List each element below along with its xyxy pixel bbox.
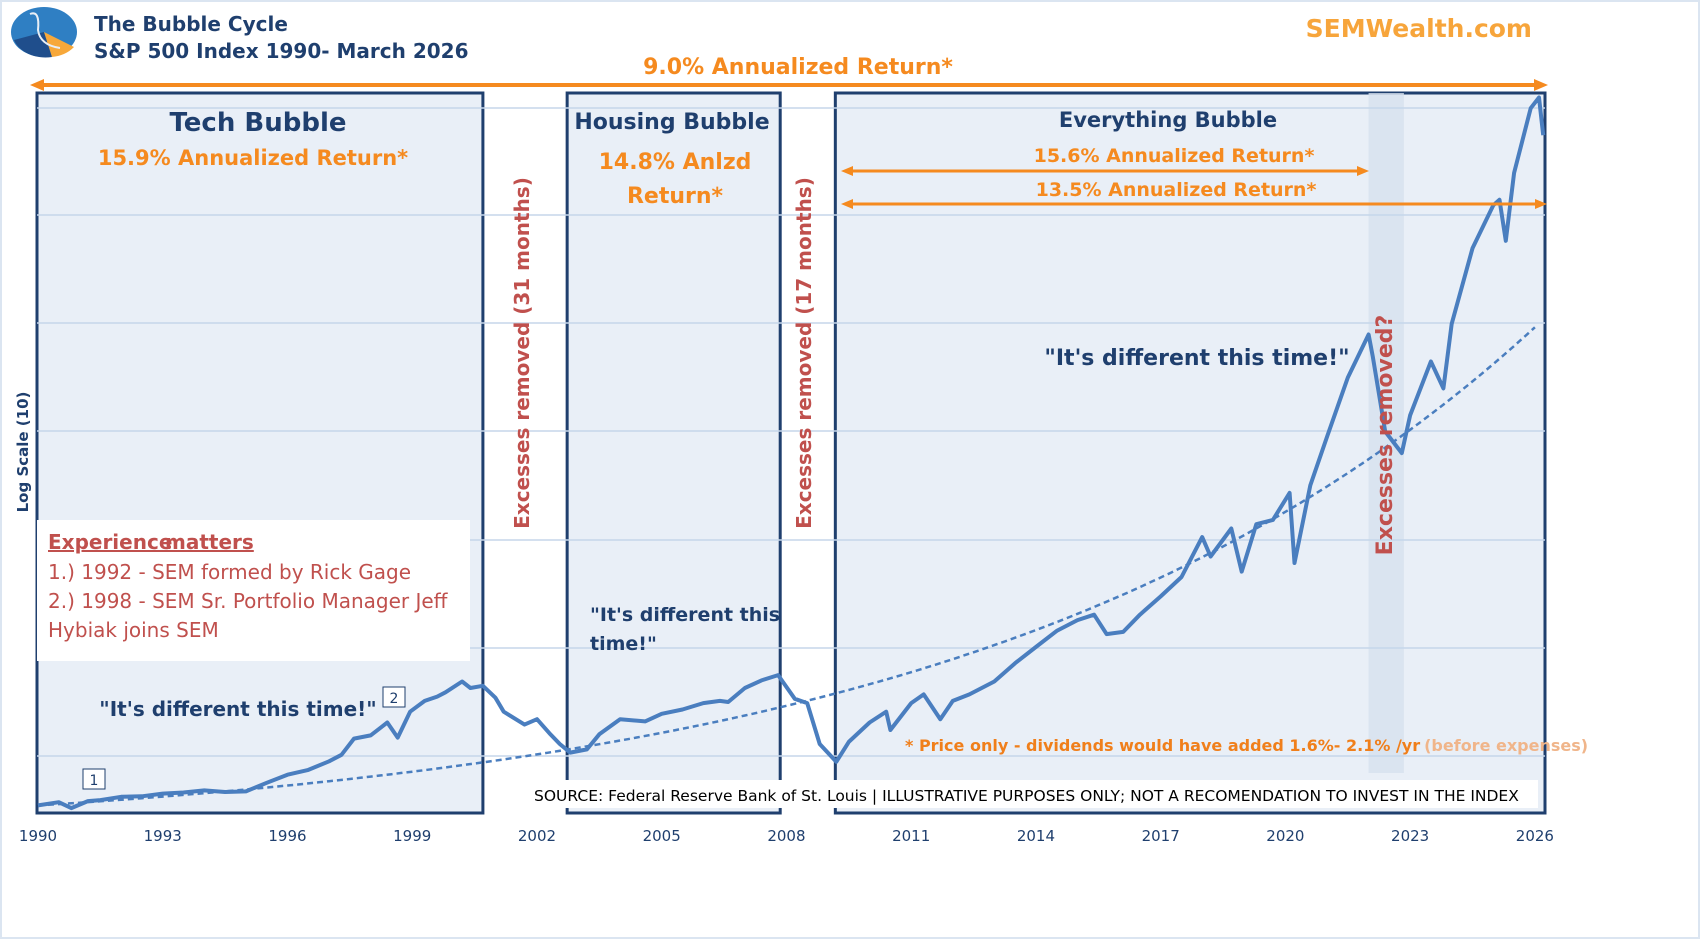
sp500-line (37, 95, 1546, 811)
everything-return-b-arrow (841, 199, 1547, 209)
excess-removed-question-label: Excesses removed? (1373, 315, 1398, 556)
source-text: SOURCE: Federal Reserve Bank of St. Loui… (534, 787, 1519, 805)
housing-bubble-title: Housing Bubble (574, 110, 769, 135)
x-tick-label: 1999 (393, 827, 431, 845)
everything-return-b: 13.5% Annualized Return* (1036, 179, 1317, 201)
x-tick-label: 2017 (1142, 827, 1180, 845)
x-tick-label: 2023 (1391, 827, 1429, 845)
x-tick-label: 2020 (1266, 827, 1304, 845)
housing-return-line1: 14.8% Anlzd (599, 150, 752, 175)
chart-title: The Bubble Cycle (94, 12, 288, 36)
marker-2: 2 (390, 691, 399, 707)
x-tick-label: 2011 (892, 827, 930, 845)
footnote-a: * Price only - dividends would have adde… (905, 736, 1420, 755)
x-tick-label: 1993 (144, 827, 182, 845)
experience-item-2b: Hybiak joins SEM (48, 618, 219, 642)
source-box (530, 780, 1538, 808)
marker-2-box (382, 686, 406, 708)
x-tick-label: 2002 (518, 827, 556, 845)
footnote-b: (before expenses) (1424, 736, 1588, 755)
marker-1-box (82, 768, 106, 790)
housing-return-line2: Return* (627, 184, 724, 209)
brand-link[interactable]: SEMWealth.com (1306, 14, 1532, 43)
housing-quote-line2: time!" (590, 633, 657, 655)
experience-item-1: 1.) 1992 - SEM formed by Rick Gage (48, 560, 411, 584)
x-tick-label: 1996 (268, 827, 306, 845)
sem-logo-icon (11, 7, 77, 58)
everything-return-a: 15.6% Annualized Return* (1034, 145, 1315, 167)
overall-return-label: 9.0% Annualized Return* (643, 55, 953, 80)
excess-removed-31-label: Excesses removed (31 months) (510, 177, 534, 529)
overall-return-arrow (30, 79, 1548, 91)
excess-removed-17-label: Excesses removed (17 months) (792, 177, 816, 529)
tech-bubble-return: 15.9% Annualized Return* (98, 146, 408, 170)
x-tick-label: 2005 (643, 827, 681, 845)
trend-line (37, 326, 1536, 807)
y-axis-label: Log Scale (10) (14, 392, 32, 513)
everything-quote: "It's different this time!" (1044, 346, 1349, 371)
x-tick-label: 2014 (1017, 827, 1055, 845)
x-tick-label: 2026 (1516, 827, 1554, 845)
tech-quote: "It's different this time!" (99, 697, 376, 721)
region-tech-bubble (35, 91, 485, 815)
marker-1: 1 (90, 773, 99, 789)
x-tick-label: 2008 (767, 827, 805, 845)
experience-heading-b: matters (165, 530, 254, 554)
chart-subtitle: S&P 500 Index 1990- March 2026 (94, 39, 469, 63)
x-tick-label: 1990 (19, 827, 57, 845)
tech-bubble-title: Tech Bubble (170, 108, 347, 138)
region-everything-bubble (833, 91, 1547, 815)
region-housing-bubble (565, 91, 782, 815)
housing-quote-line1: "It's different this (590, 604, 780, 626)
everything-bubble-title: Everything Bubble (1059, 108, 1277, 132)
everything-return-a-arrow (841, 166, 1369, 176)
experience-heading-a: Experience (48, 530, 172, 554)
footnote: * Price only - dividends would have adde… (905, 736, 1588, 755)
experience-box (37, 520, 470, 661)
experience-item-2a: 2.) 1998 - SEM Sr. Portfolio Manager Jef… (48, 589, 449, 613)
